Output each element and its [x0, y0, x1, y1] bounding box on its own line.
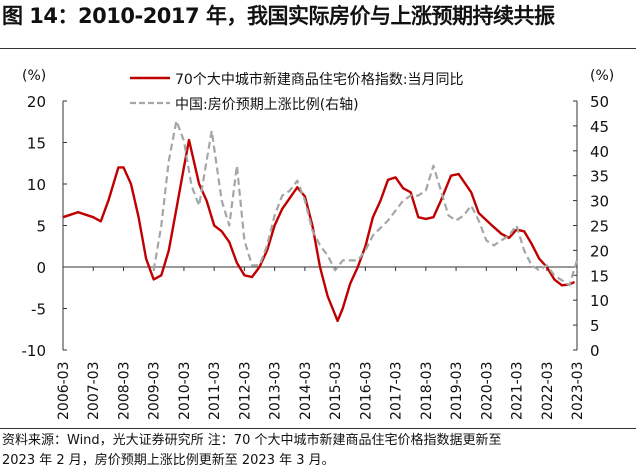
right-tick-label: 30 — [590, 193, 609, 211]
x-tick-label: 2010-03 — [177, 362, 193, 421]
x-tick-label: 2018-03 — [419, 362, 435, 421]
right-unit-label: (%) — [590, 68, 614, 84]
series-line-2 — [152, 119, 579, 287]
x-tick-label: 2020-03 — [479, 362, 495, 421]
note-line-2: 2023 年 2 月，房价预期上涨比例更新至 2023 年 3 月。 — [2, 453, 335, 468]
series-line-1 — [62, 138, 576, 323]
right-tick-label: 0 — [590, 342, 600, 360]
x-tick-label: 2009-03 — [147, 362, 163, 421]
right-tick-label: 5 — [590, 317, 600, 335]
legend-label-2: 中国:房价预期上涨比例(右轴) — [175, 97, 359, 113]
legend-label-1: 70个大中城市新建商品住宅价格指数:当月同比 — [175, 71, 464, 88]
x-tick-label: 2007-03 — [86, 362, 102, 421]
x-tick-label: 2017-03 — [389, 362, 405, 421]
right-tick-label: 15 — [590, 267, 609, 285]
x-tick-label: 2014-03 — [298, 362, 314, 421]
x-tick-label: 2023-03 — [570, 362, 586, 421]
left-tick-label: 15 — [27, 135, 46, 153]
left-tick-label: 20 — [27, 93, 46, 111]
right-tick-label: 35 — [590, 168, 609, 186]
right-tick-label: 20 — [590, 242, 609, 260]
left-tick-label: 0 — [36, 259, 46, 277]
x-tick-label: 2008-03 — [116, 362, 132, 421]
left-tick-label: -10 — [22, 342, 47, 360]
left-tick-label: 5 — [36, 218, 46, 236]
left-unit-label: (%) — [22, 68, 46, 84]
x-tick-label: 2022-03 — [540, 362, 556, 421]
left-tick-label: 10 — [27, 176, 46, 194]
x-tick-label: 2012-03 — [237, 362, 253, 421]
source-note: 资料来源：Wind，光大证券研究所 注：70 个大中城市新建商品住宅价格指数据更… — [2, 431, 501, 471]
footer-divider — [0, 428, 636, 429]
right-tick-label: 25 — [590, 218, 609, 236]
left-tick-label: -5 — [31, 301, 46, 319]
x-tick-label: 2013-03 — [268, 362, 284, 421]
chart-title: 图 14：2010-2017 年，我国实际房价与上涨预期持续共振 — [2, 4, 555, 28]
x-tick-label: 2016-03 — [358, 362, 374, 421]
x-tick-label: 2021-03 — [510, 362, 526, 421]
note-line-1: 资料来源：Wind，光大证券研究所 注：70 个大中城市新建商品住宅价格指数据更… — [2, 433, 502, 448]
x-tick-label: 2011-03 — [207, 362, 223, 421]
right-tick-label: 45 — [590, 118, 609, 136]
x-tick-label: 2015-03 — [328, 362, 344, 421]
x-tick-label: 2019-03 — [449, 362, 465, 421]
right-tick-label: 50 — [590, 93, 609, 111]
right-tick-label: 40 — [590, 143, 609, 161]
right-tick-label: 10 — [590, 292, 609, 310]
chart: -10 -5 0 5 10 15 20 0 5 10 15 20 25 30 35 40 45 50 (%) (%) 2… — [22, 68, 615, 421]
x-tick-label: 2006-03 — [56, 362, 72, 421]
title-divider — [0, 48, 636, 49]
